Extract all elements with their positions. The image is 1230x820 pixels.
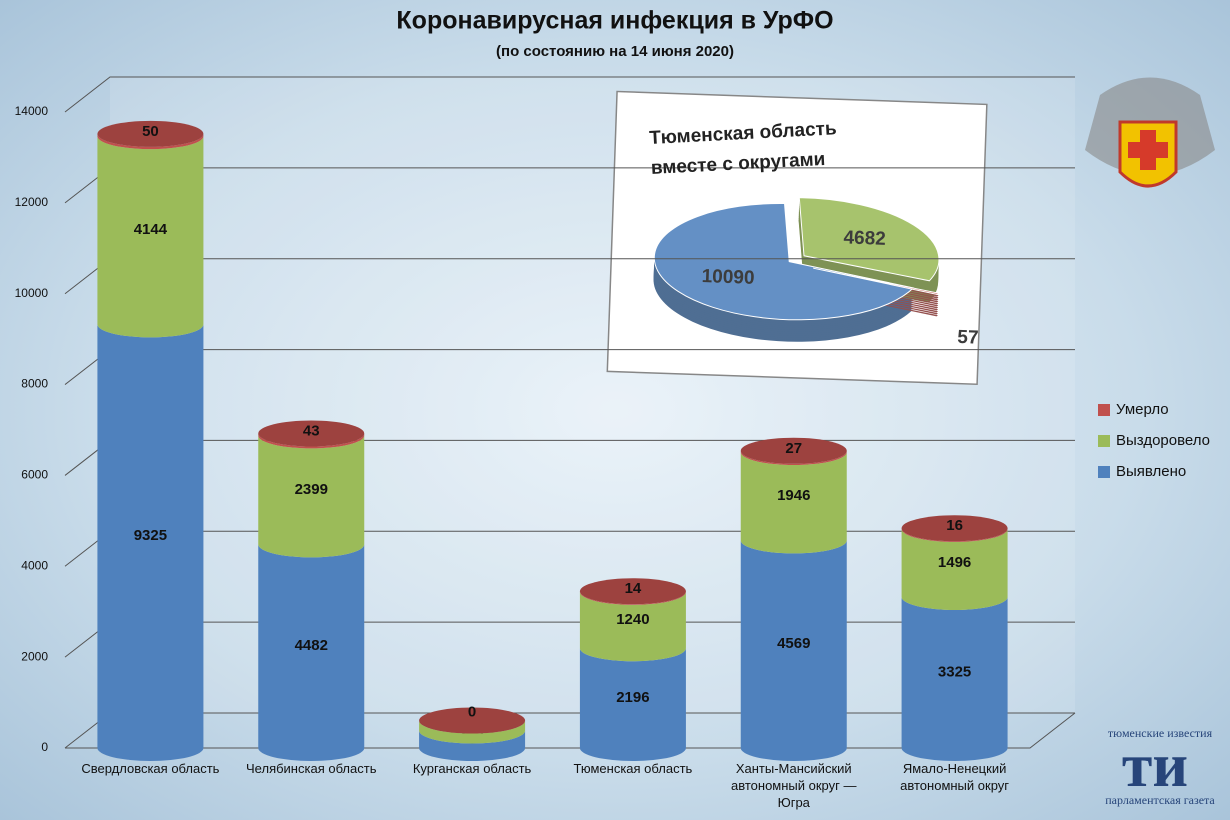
pie-slice xyxy=(798,197,940,282)
grid-line xyxy=(64,76,1075,113)
legend-label: Умерло xyxy=(1116,401,1169,418)
value-label: 2399 xyxy=(295,481,328,498)
bar-cap xyxy=(258,420,365,447)
pie-slice xyxy=(653,203,915,321)
x-tick-label: Ханты-Мансийский автономный округ — Югра xyxy=(731,761,857,810)
y-tick-label: 12000 xyxy=(15,195,49,209)
y-tick-label: 10000 xyxy=(15,286,49,300)
logo: тюменские известия ти парламентская газе… xyxy=(1105,726,1215,807)
pie-title: Тюменская область вместе с округами xyxy=(648,118,838,179)
bar-segment xyxy=(97,136,204,338)
logo-bottom: парламентская газета xyxy=(1105,793,1215,807)
bar-segment xyxy=(97,324,204,761)
value-label: 9325 xyxy=(134,527,167,544)
pie-inset: 10090 4682 57 xyxy=(606,90,988,386)
value-label: 57 xyxy=(957,327,979,349)
legend-swatch xyxy=(1098,404,1110,416)
logo-mark: ти xyxy=(1122,732,1188,800)
emblem xyxy=(1085,77,1215,188)
bar-segment xyxy=(419,730,526,761)
y-tick-label: 14000 xyxy=(15,104,49,118)
chart-subtitle: (по состоянию на 14 июня 2020) xyxy=(496,43,734,60)
value-label: 4144 xyxy=(134,221,168,238)
floor-edge xyxy=(65,712,1076,749)
x-tick-label: Свердловская область xyxy=(81,761,220,776)
x-tick-label: Ямало-Ненецкий автономный округ xyxy=(900,761,1010,793)
bar-segment xyxy=(901,528,1008,610)
bar-segment xyxy=(419,720,526,744)
value-label: 1946 xyxy=(777,487,810,504)
value-label: 4569 xyxy=(777,635,810,652)
bar-segment xyxy=(901,596,1008,761)
y-tick-label: 6000 xyxy=(21,468,48,482)
bar-segment xyxy=(258,435,365,558)
value-label: 1240 xyxy=(616,611,649,628)
value-label: 3325 xyxy=(938,663,971,680)
bar-segment xyxy=(740,540,847,761)
bar-segment xyxy=(579,591,686,662)
bar-cap xyxy=(740,437,847,464)
legend-swatch xyxy=(1098,435,1110,447)
logo-top: тюменские известия xyxy=(1108,726,1213,740)
x-tick-label: Тюменская область xyxy=(573,761,693,776)
bar-cap xyxy=(901,515,1008,542)
legend-label: Выздоровело xyxy=(1116,432,1210,449)
pie-slice xyxy=(813,267,940,295)
bar-segment xyxy=(97,133,204,150)
bar-segment xyxy=(740,452,847,554)
value-label: 14 xyxy=(625,580,642,597)
y-tick-label: 0 xyxy=(41,740,48,754)
bar-segment xyxy=(579,648,686,761)
legend-label: Выявлено xyxy=(1116,463,1186,480)
bar-cap xyxy=(419,707,526,734)
value-label: 4682 xyxy=(843,227,886,249)
value-label: 16 xyxy=(946,517,963,534)
value-label: 2196 xyxy=(616,689,649,706)
y-tick-label: 4000 xyxy=(21,558,48,572)
bar-cap xyxy=(97,120,204,147)
value-label: 1496 xyxy=(938,554,971,571)
value-label: 50 xyxy=(142,123,159,140)
value-label: 10090 xyxy=(701,266,755,289)
value-label: 43 xyxy=(303,422,320,439)
x-tick-label: Курганская область xyxy=(412,761,532,776)
y-tick-label: 8000 xyxy=(21,377,48,391)
legend-swatch xyxy=(1098,466,1110,478)
bar-segment xyxy=(258,544,365,761)
value-label: 0 xyxy=(468,704,476,721)
value-label: 4482 xyxy=(295,637,328,654)
bar-cap xyxy=(579,578,686,605)
x-tick-label: Челябинская область xyxy=(246,761,377,776)
chart-title: Коронавирусная инфекция в УрФО xyxy=(396,7,833,35)
value-label: 27 xyxy=(785,440,802,457)
y-tick-label: 2000 xyxy=(21,649,48,663)
